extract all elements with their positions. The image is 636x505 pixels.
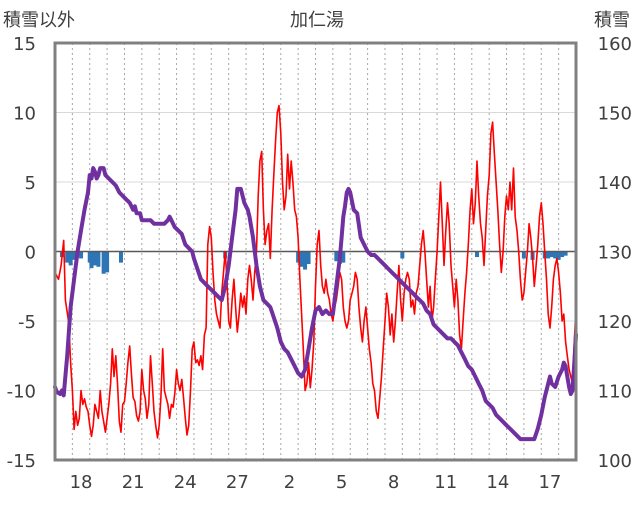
precipitation-bar	[475, 251, 480, 258]
precipitation-bar	[296, 251, 301, 263]
precipitation-bar	[79, 251, 84, 259]
left-y-tick-label: -15	[7, 451, 36, 472]
precipitation-bar	[96, 251, 101, 267]
precipitation-bar	[549, 251, 554, 258]
precipitation-bar	[118, 251, 123, 263]
x-tick-label: 24	[174, 472, 197, 493]
x-tick-label: 8	[388, 472, 399, 493]
right-y-tick-label: 130	[598, 243, 632, 264]
precipitation-bar	[521, 251, 526, 259]
x-tick-label: 17	[538, 472, 561, 493]
precipitation-bar	[65, 251, 70, 263]
precipitation-bar	[553, 251, 558, 259]
right-y-tick-label: 120	[598, 312, 632, 333]
right-y-tick-label: 160	[598, 34, 632, 55]
x-tick-label: 14	[486, 472, 509, 493]
plot-frame	[53, 41, 578, 462]
left-y-tick-label: 15	[13, 34, 36, 55]
x-tick-labels: 18 21 24 27 2 5 8 11 14 17	[70, 472, 562, 493]
precipitation-bar	[400, 251, 405, 259]
precipitation-bar	[563, 251, 568, 256]
right-y-tick-labels: 160 150 140 130 120 110 100	[598, 34, 632, 472]
plot-frame-group	[53, 41, 578, 462]
precipitation-bar	[89, 251, 94, 269]
x-tick-label: 5	[336, 472, 347, 493]
x-tick-label: 2	[284, 472, 295, 493]
precipitation-bar	[306, 251, 311, 265]
left-y-tick-label: -5	[18, 312, 36, 333]
left-y-tick-label: 5	[25, 173, 36, 194]
left-axis-label: 積雪以外	[3, 10, 75, 31]
temperature-line	[54, 104, 577, 439]
precipitation-bar	[68, 251, 73, 266]
snow-depth-line	[53, 166, 578, 442]
right-axis-label: 積雪	[594, 10, 630, 31]
temperature-series	[54, 104, 577, 439]
precipitation-bar	[72, 251, 77, 260]
precipitation-bar	[101, 251, 106, 274]
left-y-tick-label: 10	[13, 104, 36, 125]
precipitation-bar	[546, 251, 551, 259]
precipitation-bar	[299, 251, 304, 267]
precipitation-bar	[556, 251, 561, 260]
precipitation-bar	[334, 251, 339, 262]
left-y-tick-labels: 15 10 5 0 -5 -10 -15	[7, 34, 36, 472]
precipitation-bar	[341, 251, 346, 263]
right-y-tick-label: 100	[598, 451, 632, 472]
precipitation-bars	[59, 251, 568, 274]
left-y-tick-label: -10	[7, 382, 36, 403]
snow-depth-series	[53, 166, 578, 442]
x-tick-label: 21	[122, 472, 145, 493]
precipitation-bar	[303, 251, 308, 270]
right-y-tick-label: 110	[598, 382, 632, 403]
precipitation-bar	[105, 251, 110, 273]
left-y-tick-label: 0	[25, 243, 36, 264]
right-y-tick-label: 140	[598, 173, 632, 194]
precipitation-bar	[560, 251, 565, 258]
right-y-tick-label: 150	[598, 104, 632, 125]
x-tick-label: 11	[434, 472, 457, 493]
x-tick-label: 18	[70, 472, 93, 493]
x-tick-label: 27	[226, 472, 249, 493]
chart-title: 加仁湯	[290, 10, 344, 31]
precipitation-bar	[92, 251, 97, 266]
